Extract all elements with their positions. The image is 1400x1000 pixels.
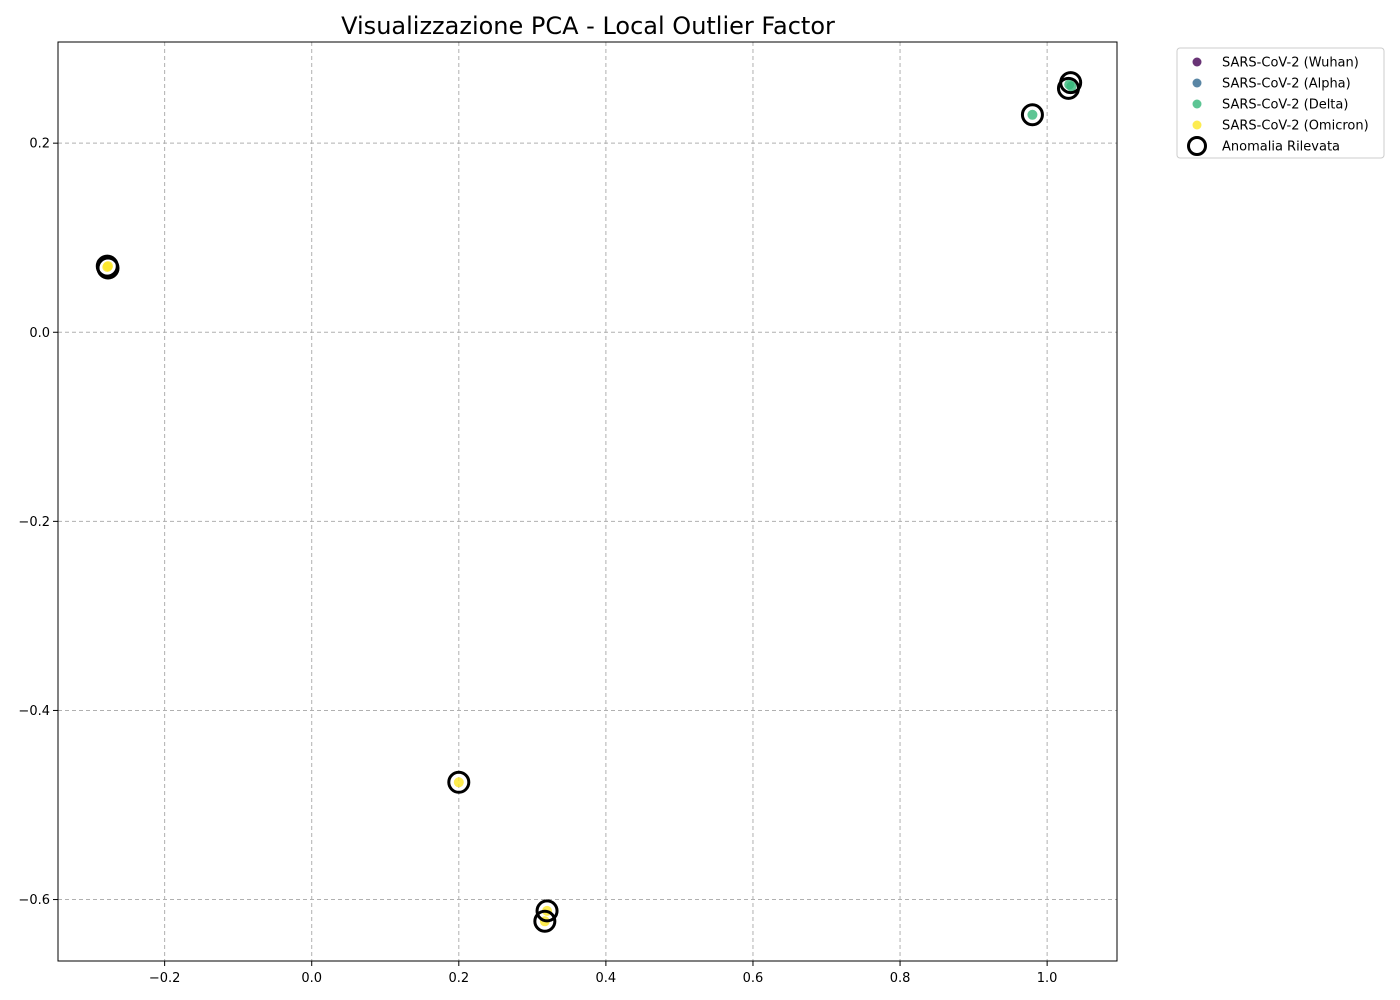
- axes-layer: −0.2 0.0 0.2 0.4 0.6 0.8 1.0 −0.6 −0.4 −0.2 0.0 0.2: [18, 137, 1057, 986]
- grid-layer: [58, 42, 1117, 961]
- legend-label: SARS-CoV-2 (Wuhan): [1222, 56, 1359, 71]
- data-point: [1066, 81, 1077, 92]
- legend-label: SARS-CoV-2 (Alpha): [1222, 77, 1351, 92]
- legend-anomaly-marker: [1187, 136, 1207, 156]
- legend-marker: [1192, 78, 1202, 88]
- y-tick-label: 0.2: [29, 137, 50, 152]
- legend-label: Anomalia Rilevata: [1222, 140, 1340, 155]
- x-tick-label: 0.4: [596, 971, 617, 986]
- legend-marker: [1192, 120, 1202, 130]
- x-tick-label: 0.2: [448, 971, 469, 986]
- anomaly-marker: [1059, 71, 1083, 95]
- x-tick-label: 0.0: [301, 971, 322, 986]
- anomaly-marker: [535, 899, 559, 923]
- legend-marker: [1192, 57, 1202, 67]
- x-tick-label: 0.8: [890, 971, 911, 986]
- legend: SARS-CoV-2 (Wuhan) SARS-CoV-2 (Alpha) SARS…: [1176, 47, 1385, 159]
- anomaly-marker: [1020, 103, 1044, 127]
- data-point: [453, 777, 464, 788]
- y-tick-label: −0.2: [18, 515, 50, 530]
- x-tick-label: 0.6: [743, 971, 764, 986]
- y-tick-label: −0.6: [18, 893, 50, 908]
- anomaly-marker: [533, 909, 557, 933]
- x-tick-label: −0.2: [149, 971, 181, 986]
- anomaly-marker: [96, 256, 120, 280]
- legend-label: SARS-CoV-2 (Omicron): [1222, 119, 1369, 134]
- data-point: [1027, 109, 1038, 120]
- legend-label: SARS-CoV-2 (Delta): [1222, 98, 1348, 113]
- data-point: [103, 261, 114, 272]
- chart-title: Visualizzazione PCA - Local Outlier Fact…: [341, 12, 835, 40]
- plot-frame: [57, 41, 1118, 962]
- y-tick-label: −0.4: [18, 704, 50, 719]
- points-layer: [102, 79, 1077, 927]
- anomaly-marker: [447, 770, 471, 794]
- anomaly-layer: [95, 71, 1083, 933]
- legend-marker: [1192, 99, 1202, 109]
- y-tick-label: 0.0: [29, 326, 50, 341]
- x-tick-label: 1.0: [1037, 971, 1058, 986]
- legend-box: [1176, 47, 1385, 159]
